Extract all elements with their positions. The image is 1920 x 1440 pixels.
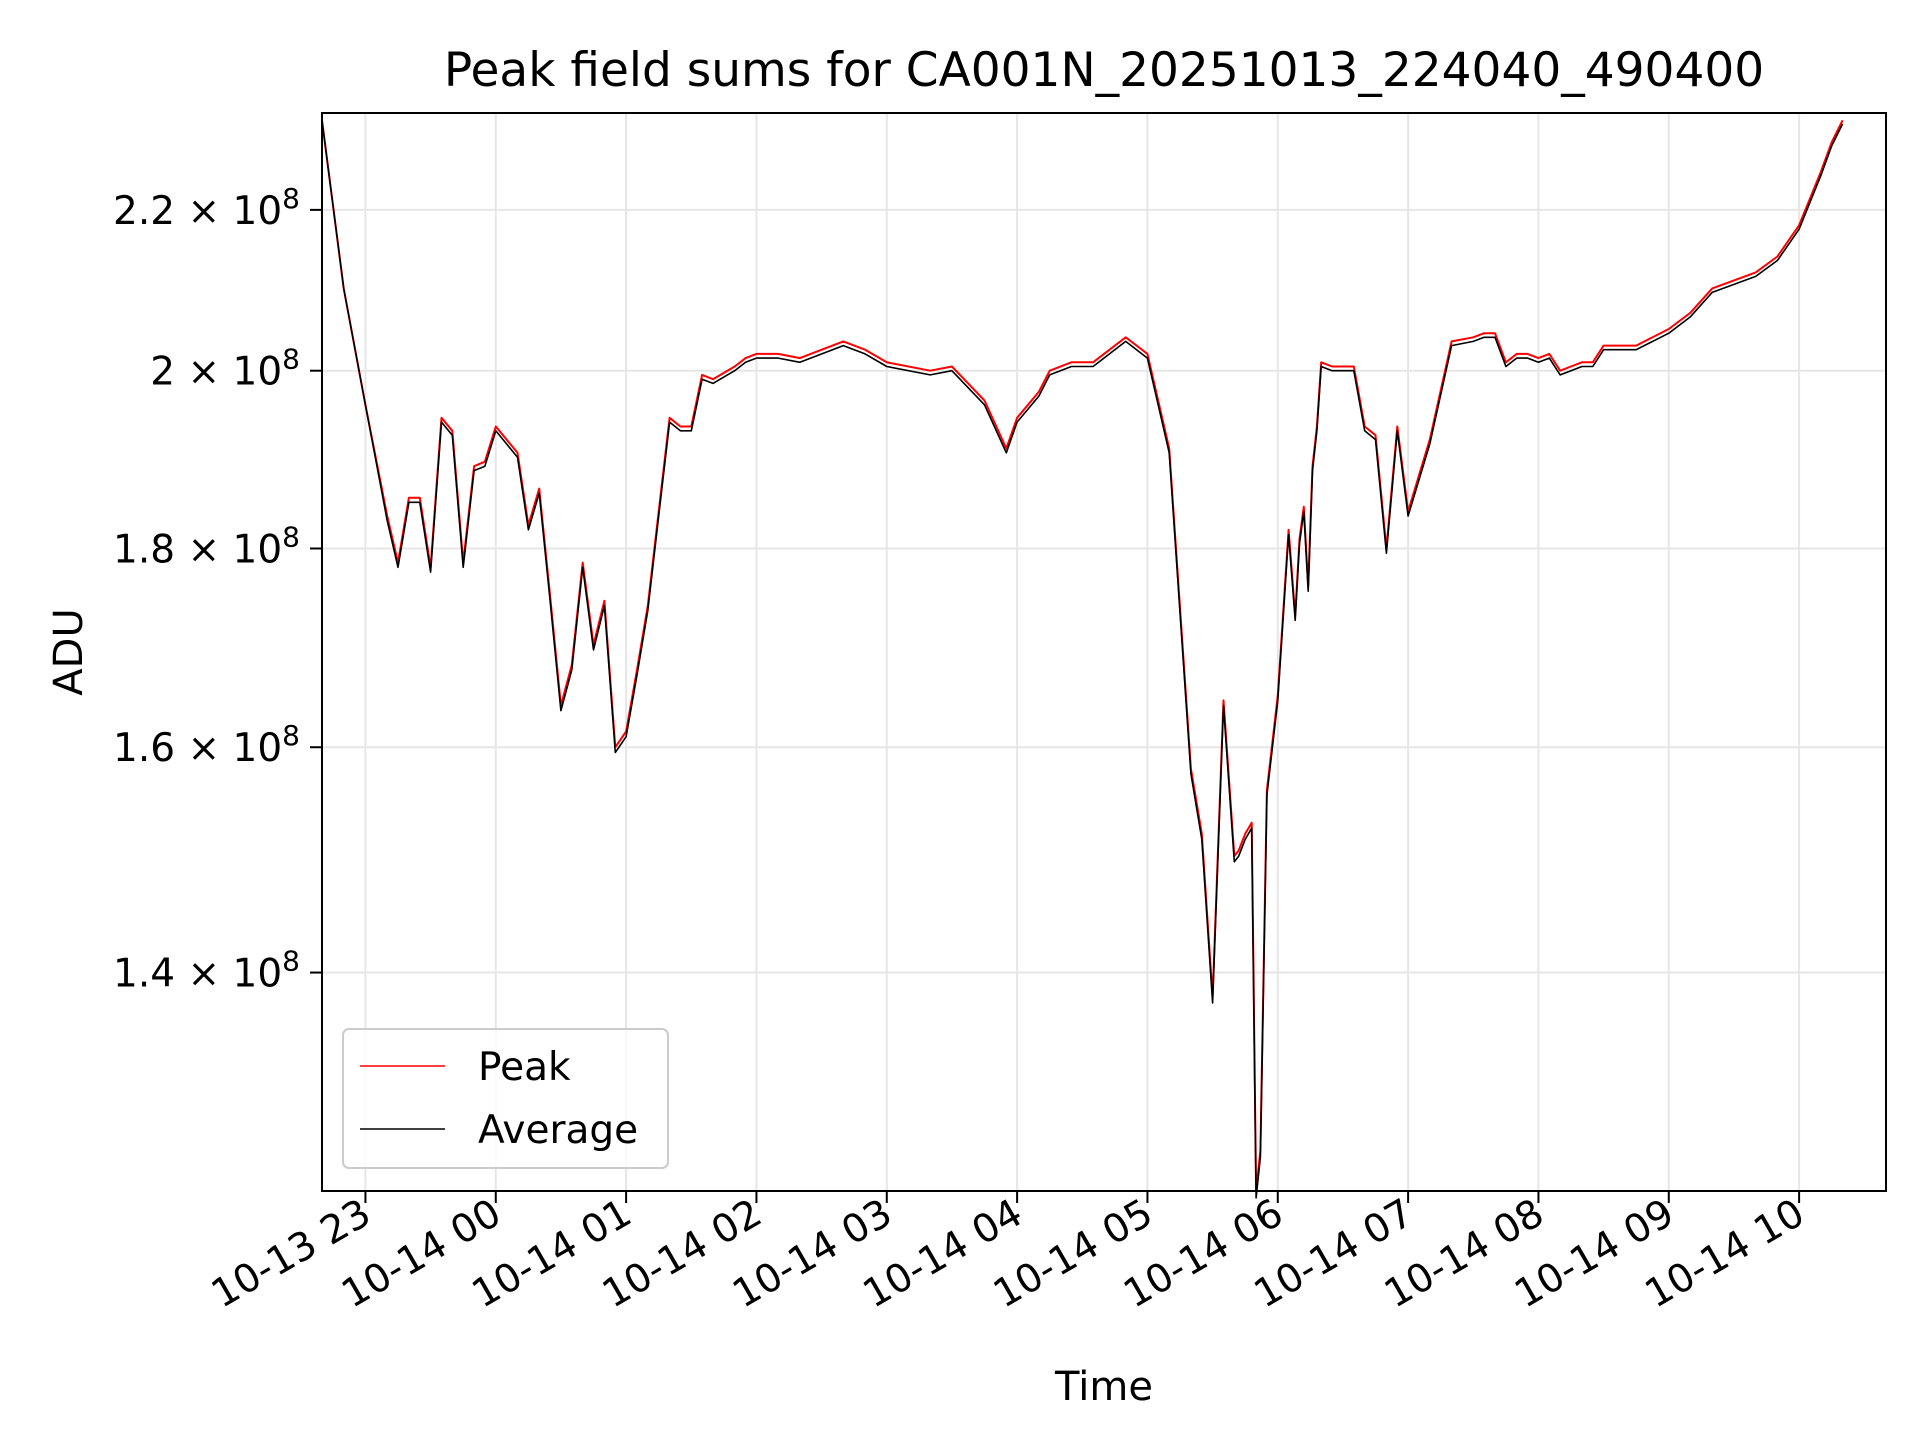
plot-frame [321,112,1887,1192]
legend-box [342,1028,669,1169]
grid [322,113,1886,1191]
y-axis-label: ADU [46,608,92,695]
y-tick-label: 1.6 × 108 [113,719,300,771]
legend-label-peak: Peak [478,1045,571,1090]
y-tick-label: 1.8 × 108 [113,520,300,572]
legend-label-average: Average [478,1108,638,1153]
chart-title: Peak field sums for CA001N_20251013_2240… [444,43,1764,98]
legend: Peak Average [342,1028,669,1169]
y-tick-label: 1.4 × 108 [113,945,300,997]
series-layer [321,119,1844,1199]
series-line-average [321,120,1844,1199]
y-axis: 1.4 × 108 1.6 × 108 1.8 × 108 2 × 108 2.2 × … [113,182,322,997]
y-tick-label: 2.2 × 108 [113,182,300,234]
y-tick-label: 2 × 108 [150,343,300,395]
x-axis-label: Time [1054,1364,1153,1410]
